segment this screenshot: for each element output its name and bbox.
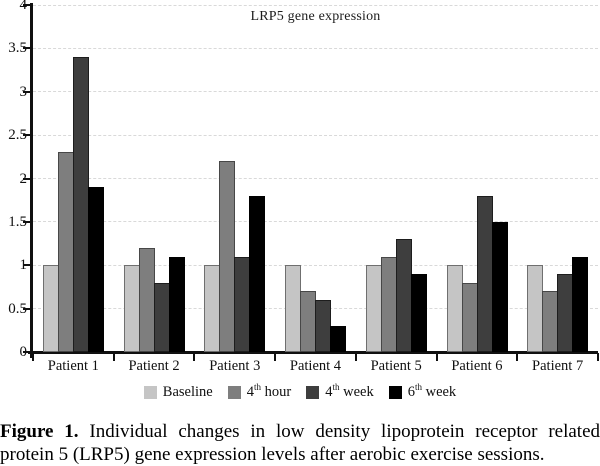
y-tick-2.5 [23,134,31,137]
y-axis-line [30,3,33,358]
x-axis-line [28,351,598,354]
x-category-label: Patient 4 [289,358,342,374]
bar-patient1-6thweek [88,187,104,352]
bar-patient4-4thhour [300,291,317,352]
legend-swatch-6th-week [388,386,402,399]
bar-patient6-4thhour [461,282,478,352]
bar-patient3-Baseline [204,265,221,352]
bar-patient7-Baseline [527,265,544,352]
bar-patient7-6thweek [572,256,589,352]
x-tick-2 [193,353,196,361]
legend-label: 4th week [325,382,374,400]
x-category-label: Patient 3 [209,358,261,374]
y-tick-label-4: 4 [19,0,28,13]
x-tick-5 [435,353,438,361]
bar-patient1-4thhour [58,152,74,352]
y-tick-label-0: 0 [19,344,28,360]
y-tick-label-1: 1 [19,257,28,274]
y-tick-3 [23,90,31,93]
legend-item-4th-hour: 4th hour [227,382,292,401]
bar-patient2-6thweek [168,256,185,352]
y-tick-1.5 [23,220,31,223]
bar-patient4-Baseline [285,265,302,352]
y-tick-0 [23,351,31,353]
bar-patient7-4thweek [557,273,574,352]
bar-patient3-4thhour [219,161,236,352]
y-tick-0.5 [23,307,31,310]
y-tick-3.5 [23,47,31,50]
legend-label: Baseline [162,384,213,400]
y-tick-label-2: 2 [19,170,28,187]
y-tick-label-3.5: 3.5 [8,40,27,57]
gridline-1 [33,264,598,266]
legend-swatch-4th-hour [227,386,241,399]
legend-label: 6th week [407,382,457,400]
caption-label: Figure 1. [0,421,79,442]
y-tick-label-3: 3 [19,83,28,100]
bar-patient1-Baseline [43,265,59,352]
lrp5-bar-chart: LRP5 gene expression Baseline 4th hour 4th… [0,0,600,401]
bar-patient4-6thweek [330,325,347,352]
x-category-label: Patient 5 [370,358,422,374]
legend-item-4th-week: 4th week [306,382,374,401]
y-tick-label-1.5: 1.5 [8,213,27,230]
caption-text: Individual changes in low density lipopr… [0,421,600,465]
gridline-4 [33,4,598,6]
y-tick-label-0.5: 0.5 [8,300,27,317]
bar-patient3-6thweek [249,195,266,352]
bar-patient7-4thhour [542,291,559,352]
bar-patient1-4thweek [73,57,89,352]
gridline-2.5 [33,134,598,136]
bar-patient5-4thhour [380,256,397,352]
x-tick-0 [32,353,34,361]
gridline-1.5 [33,221,598,223]
legend-label: 4th hour [246,382,292,400]
bar-patient6-4thweek [476,195,493,352]
legend-item-baseline: Baseline [143,384,213,401]
gridline-3 [33,91,598,93]
x-category-label: Patient 7 [532,358,584,374]
bar-patient4-4thweek [315,299,332,352]
y-tick-2 [23,177,31,180]
legend-item-6th-week: 6th week [388,382,457,401]
bar-patient5-4thweek [395,239,412,352]
y-tick-4 [23,4,31,6]
bar-patient2-4thweek [153,282,170,352]
x-tick-6 [516,353,519,361]
x-category-label: Patient 6 [451,358,503,374]
bar-patient6-Baseline [446,265,463,352]
y-tick-label-2.5: 2.5 [8,127,27,144]
bar-patient2-4thhour [138,247,155,352]
bar-patient5-Baseline [365,265,382,352]
x-tick-4 [354,353,357,361]
legend-swatch-4th-week [306,386,320,399]
legend-swatch-baseline [143,386,157,399]
bar-patient3-4thweek [234,256,251,352]
chart-legend: Baseline 4th hour 4th week 6th week [0,382,600,401]
x-category-label: Patient 1 [47,358,99,374]
gridline-3.5 [33,47,598,49]
bar-patient6-6thweek [491,221,508,352]
chart-title: LRP5 gene expression [250,9,381,24]
y-tick-1 [23,264,31,267]
bar-patient5-6thweek [410,273,427,352]
x-category-label: Patient 2 [128,358,180,374]
gridline-2 [33,178,598,179]
x-tick-7 [597,353,599,361]
figure-caption: Figure 1. Individual changes in low dens… [0,420,600,466]
x-tick-1 [112,353,115,361]
bar-patient2-Baseline [123,265,140,352]
x-tick-3 [274,353,277,361]
